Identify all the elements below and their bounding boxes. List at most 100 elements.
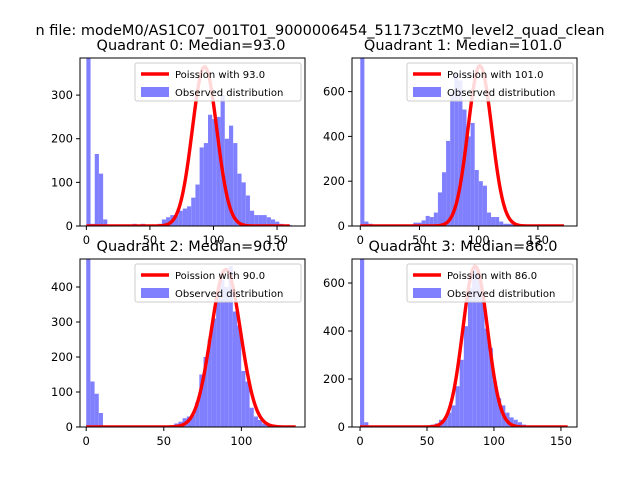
histogram-bar [203, 143, 208, 226]
histogram-bar [166, 217, 171, 226]
histogram-bar [258, 215, 263, 226]
histogram-bar [507, 223, 512, 226]
histogram-bar [237, 173, 242, 226]
histogram-bar [486, 212, 492, 226]
histogram-bar [450, 91, 455, 226]
histogram-bar [364, 422, 369, 427]
histogram-bar [266, 217, 271, 226]
x-tick-label: 50 [143, 233, 158, 247]
histogram-bar [488, 347, 493, 427]
histogram-bar [195, 402, 200, 427]
subplot-3-title: Quadrant 3: Median=86.0 [369, 239, 558, 255]
histogram-bar [98, 173, 104, 226]
histogram-bar [90, 381, 95, 427]
x-tick-label: 0 [357, 233, 364, 247]
histogram-bar [178, 210, 183, 226]
legend-label-poisson: Poission with 93.0 [175, 70, 265, 81]
y-tick-label: 0 [338, 420, 345, 434]
x-tick-label: 100 [483, 434, 505, 448]
subplot-1-title: Quadrant 1: Median=101.0 [364, 38, 562, 54]
legend: Poission with 86.0 Observed distribution [406, 263, 574, 303]
legend: Poission with 90.0 Observed distribution [134, 263, 302, 303]
legend-label-poisson: Poission with 86.0 [447, 271, 537, 282]
axes-frame [79, 258, 306, 428]
x-tick-label: 0 [356, 434, 363, 448]
poisson-curve [359, 264, 569, 427]
legend-label-poisson: Poission with 90.0 [175, 271, 265, 282]
legend-patch-swatch [141, 87, 169, 97]
histogram-bar [513, 419, 518, 427]
histogram-bar [161, 219, 167, 226]
histogram-bar [220, 95, 225, 226]
histogram-bar [437, 192, 442, 226]
histogram-bars [86, 259, 279, 427]
histogram-bar [480, 292, 485, 427]
histogram-bar [459, 359, 464, 427]
histogram-bar [474, 170, 479, 226]
histogram-bar [270, 219, 276, 226]
histogram-bar [211, 318, 217, 427]
axes-frame [351, 57, 578, 227]
y-tick-label: 200 [51, 132, 73, 146]
histogram-bar [455, 386, 460, 427]
histogram-bar [98, 413, 103, 427]
histogram-bar [232, 311, 238, 427]
histogram-bar [224, 287, 229, 427]
figure-suptitle: n file: modeM0/AS1C07_001T01_9000006454_… [35, 23, 604, 39]
histogram-bar [216, 294, 221, 427]
y-tick-label: 100 [51, 385, 73, 399]
histogram-bar [94, 393, 99, 427]
y-tick-label: 200 [323, 372, 345, 386]
histogram-bar [476, 273, 481, 427]
histogram-bar [492, 381, 498, 427]
y-tick-label: 300 [51, 88, 73, 102]
histogram-bar [212, 119, 217, 226]
histogram-bar [199, 374, 204, 427]
histogram-bar [254, 215, 259, 226]
subplot-3: 0 50 100 150 0 200 400 600 Poission with 86.0 Obs… [323, 258, 578, 448]
histogram-bar [425, 215, 430, 226]
histogram-bar [86, 58, 91, 226]
legend-box [134, 62, 302, 102]
histogram-bar [446, 140, 451, 226]
histogram-bars [86, 58, 292, 226]
histogram-bar [509, 417, 514, 427]
histogram-bar [262, 423, 267, 427]
legend-patch-swatch [413, 87, 441, 97]
subplot-2-title: Quadrant 2: Median=90.0 [97, 239, 286, 255]
histogram-bar [484, 328, 489, 427]
y-tick-label: 0 [66, 420, 73, 434]
histogram-bar [262, 215, 267, 226]
histogram-bar [103, 219, 108, 226]
x-tick-label: 150 [527, 233, 549, 247]
histogram-bar [517, 422, 522, 427]
x-tick-label: 150 [266, 233, 288, 247]
histogram-bar [275, 221, 280, 226]
histogram-bar [245, 195, 250, 226]
histogram-bar [495, 217, 500, 226]
legend-patch-swatch [141, 288, 169, 298]
legend: Poission with 93.0 Observed distribution [134, 62, 302, 102]
y-tick-label: 200 [51, 350, 73, 364]
histogram-bar [503, 223, 508, 226]
subplot-3-plot-area [359, 259, 569, 427]
y-tick-label: 300 [51, 315, 73, 329]
histogram-bar [466, 136, 471, 226]
histogram-bar [203, 357, 208, 427]
subplot-2-plot-area [85, 259, 297, 427]
histogram-bar [433, 212, 438, 226]
histogram-bar [482, 185, 487, 226]
histogram-bar [443, 418, 448, 427]
legend: Poission with 101.0 Observed distribution [406, 62, 574, 102]
y-tick-label: 200 [323, 174, 345, 188]
histogram-bar [241, 371, 246, 427]
y-tick-label: 400 [323, 129, 345, 143]
histogram-bar [86, 259, 91, 427]
x-tick-label: 100 [468, 233, 490, 247]
histogram-bars [360, 259, 568, 427]
histogram-bar [447, 412, 452, 427]
x-tick-label: 0 [83, 233, 90, 247]
x-tick-label: 100 [202, 233, 224, 247]
histogram-bar [216, 116, 221, 226]
